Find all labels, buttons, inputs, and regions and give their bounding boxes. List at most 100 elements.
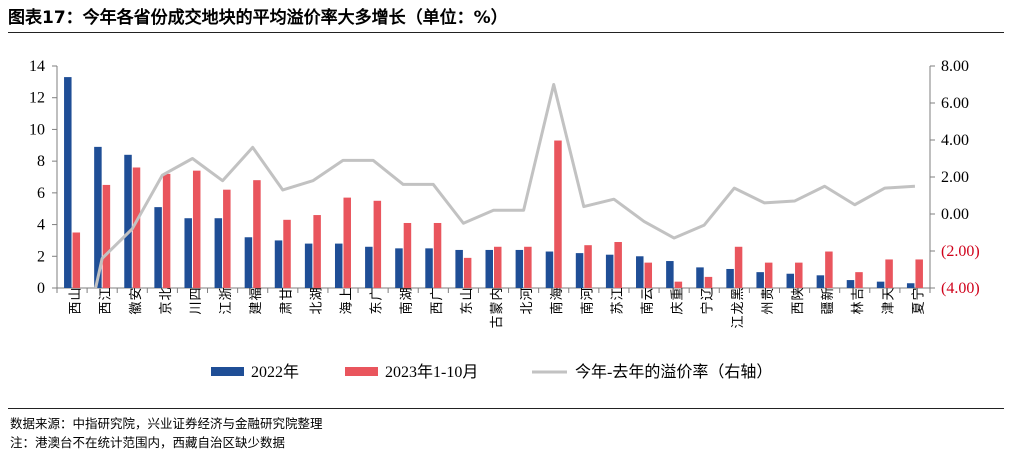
category-label-char: 天 [881,287,896,300]
bar-2022 [64,77,72,288]
category-label-char: 新 [820,287,836,300]
category-label-char: 夏 [911,301,926,314]
bar-2023 [403,222,412,288]
bar-2022 [425,248,433,288]
category-label-char: 山 [69,287,84,300]
category-label-char: 建 [249,301,264,314]
right-tick-label: 8.00 [941,58,969,75]
category-label-char: 江 [731,315,746,328]
category-label-char: 内 [489,287,505,300]
category-label-char: 疆 [821,301,836,314]
category-label-char: 肃 [279,301,294,314]
category-label-char: 东 [370,301,385,314]
bar-2022 [545,251,554,288]
bar-2023 [494,246,502,288]
bar-2023 [524,246,532,288]
bar-2023 [734,246,743,288]
category-label-char: 南 [549,301,565,314]
line-diff-series [94,83,916,288]
category-label-char: 徽 [129,301,144,314]
bar-2023 [614,242,622,288]
bar-2023 [283,219,291,288]
category-label-char: 山 [460,287,475,300]
category-label-char: 川 [189,301,204,314]
bar-2022 [395,248,403,288]
legend-swatch-2022 [211,367,244,376]
footnote: 注：港澳台不在统计范围内，西藏自治区缺少数据 [10,435,286,450]
category-label-char: 安 [129,287,144,300]
bar-2023 [825,251,833,288]
chart-title: 图表17：今年各省份成交地块的平均溢价率大多增长（单位：%） [8,8,508,28]
bar-2023 [192,170,201,288]
category-label-char: 庆 [671,301,686,314]
bar-2023 [463,257,472,288]
category-label-char: 蒙 [490,301,505,314]
left-tick-label: 14 [29,58,45,75]
category-label-char: 湖 [309,287,324,300]
bar-2022 [154,207,162,288]
category-label-char: 西 [791,301,806,314]
left-tick-label: 0 [37,280,45,297]
legend-label-2023: 2023年1-10月 [385,363,478,381]
bar-2023 [343,197,351,288]
category-label-char: 上 [339,287,354,300]
category-label-char: 广 [370,287,385,300]
category-label-char: 北 [520,301,535,314]
bar-2023 [674,281,683,288]
legend-label-diff: 今年-去年的溢价率（右轴） [575,363,772,381]
bar-2022 [214,218,223,288]
bar-2022 [274,240,283,288]
bar-2023 [554,140,562,288]
category-label-char: 京 [159,301,174,314]
right-tick-label: 6.00 [941,95,969,112]
category-label-char: 海 [339,301,354,314]
bar-2023 [223,189,231,288]
bar-2022 [304,243,313,288]
bar-2023 [433,222,442,288]
category-label-char: 西 [99,301,114,314]
category-label-char: 北 [159,287,174,300]
category-label-char: 龙 [731,301,746,314]
category-label-char: 云 [641,287,656,300]
right-tick-label: (4.00) [941,280,980,297]
category-label-char: 贵 [761,287,776,300]
bar-2022 [756,272,764,288]
bar-2023 [644,262,653,288]
category-label-char: 湖 [400,287,415,300]
category-label-char: 福 [249,287,264,300]
bar-2023 [102,184,111,288]
bar-2022 [636,256,644,288]
category-label-char: 北 [309,301,324,314]
bar-2023 [855,272,863,288]
bar-2022 [184,218,192,288]
bar-2023 [162,173,171,288]
category-label-char: 古 [490,315,505,328]
legend-swatch-2023 [345,367,378,376]
bar-2022 [455,249,463,288]
bar-2022 [605,254,614,288]
bar-2022 [786,273,795,288]
bar-2022 [485,249,493,288]
category-label-char: 宁 [910,287,926,300]
left-tick-label: 8 [37,153,45,170]
bar-2022 [726,268,734,288]
left-tick-label: 6 [37,185,45,202]
bar-2023 [885,259,893,288]
category-label-char: 南 [579,301,595,314]
left-tick-label: 10 [29,121,45,138]
category-label-char: 辽 [701,287,716,300]
source-note: 数据来源：中指研究院，兴业证券经济与金融研究院整理 [10,416,323,431]
category-label-char: 东 [460,301,475,314]
category-label-char: 宁 [700,301,716,314]
category-label-char: 林 [851,301,866,314]
category-label-char: 江 [99,287,114,300]
left-tick-label: 2 [37,248,45,265]
bar-2022 [575,253,584,288]
right-tick-label: 4.00 [941,132,969,149]
bar-2022 [846,280,855,288]
category-label-char: 甘 [279,287,294,300]
bar-2022 [244,237,253,288]
bar-2022 [876,281,885,288]
category-label-char: 吉 [851,287,866,300]
